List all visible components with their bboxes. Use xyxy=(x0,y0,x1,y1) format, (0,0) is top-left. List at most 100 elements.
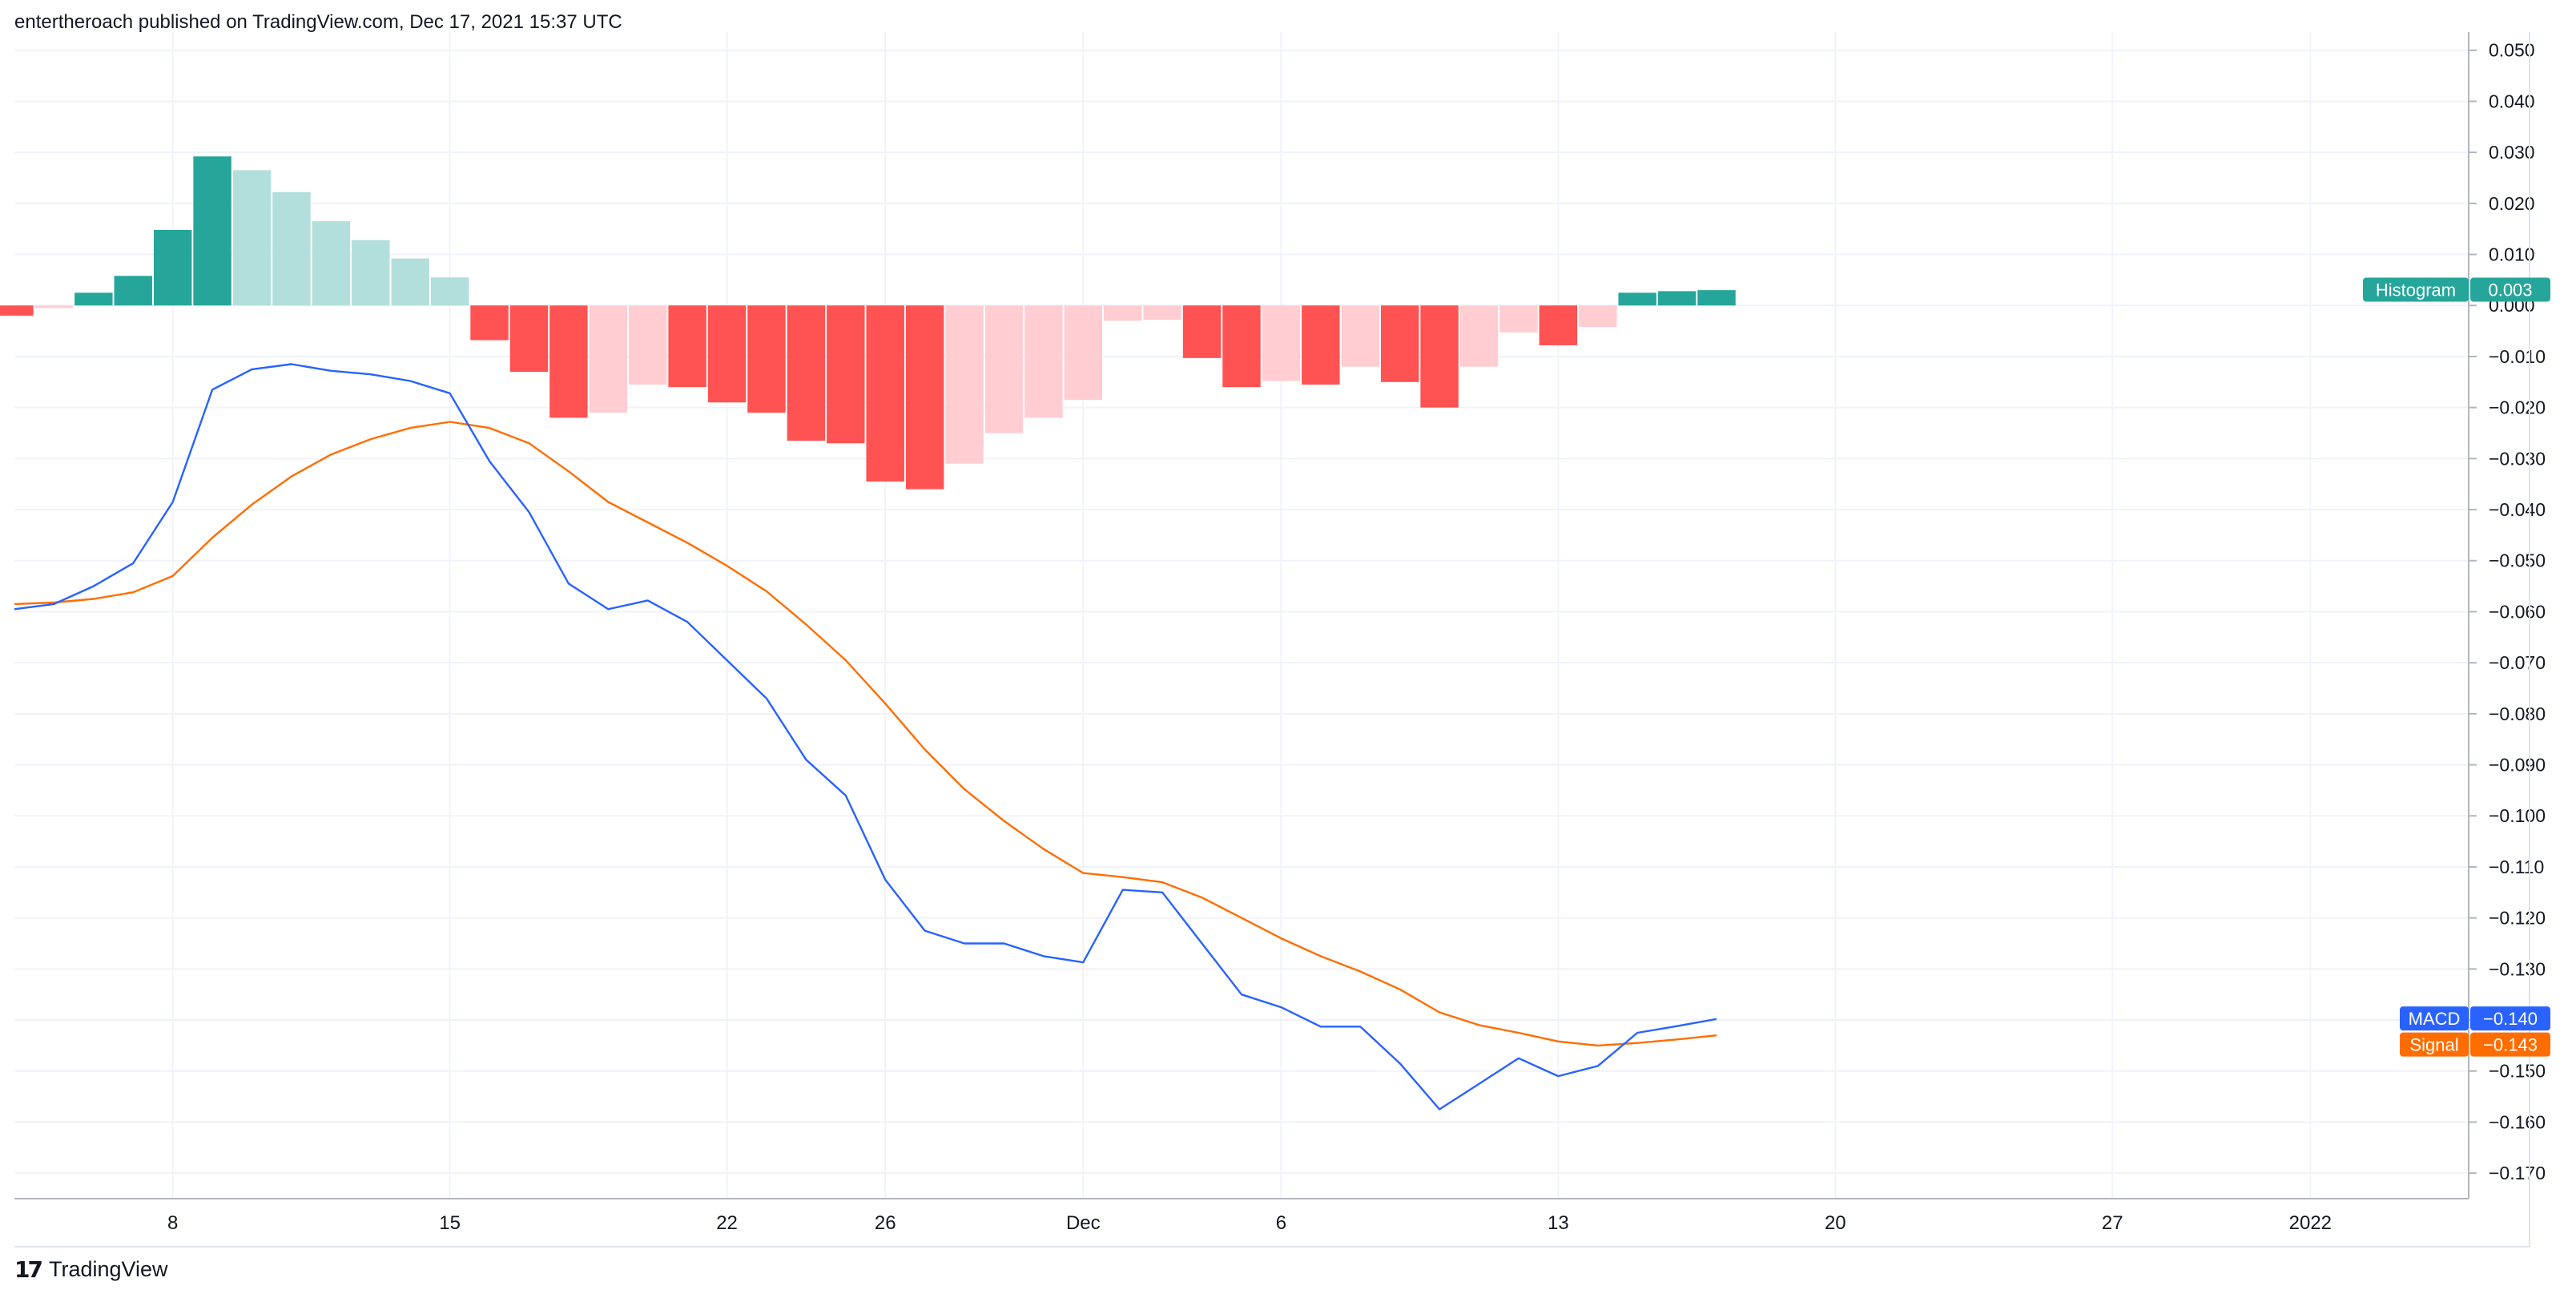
histogram-bar xyxy=(1143,305,1181,320)
histogram-bar xyxy=(1341,305,1379,367)
macd-line xyxy=(14,363,1717,1111)
y-tick-label: −0.130 xyxy=(2489,958,2546,979)
histogram-bar xyxy=(984,305,1024,433)
histogram-bar xyxy=(1579,305,1617,327)
histogram-value-box xyxy=(2470,277,2550,302)
signal-value-label: −0.143 xyxy=(2483,1035,2538,1055)
histogram-bar xyxy=(549,305,588,418)
x-tick-label: 15 xyxy=(439,1212,461,1234)
histogram-bar xyxy=(1302,305,1340,385)
histogram-bar xyxy=(352,240,390,306)
histogram-bar xyxy=(827,305,865,444)
histogram-bar xyxy=(787,305,826,441)
y-tick-label: −0.100 xyxy=(2489,805,2546,826)
macd-last-value-tag: MACD −0.140 xyxy=(2400,1006,2550,1031)
histogram-bar xyxy=(1420,305,1459,408)
signal-name-box xyxy=(2400,1032,2469,1057)
histogram-bar xyxy=(1064,305,1103,401)
y-tick-label: −0.090 xyxy=(2489,755,2546,776)
y-tick-label: −0.160 xyxy=(2489,1111,2546,1132)
histogram-bar xyxy=(1380,305,1419,382)
y-tick-label: −0.030 xyxy=(2489,448,2546,469)
x-tick-label: 20 xyxy=(1825,1212,1846,1234)
histogram-bar xyxy=(628,305,667,385)
x-tick-label: 27 xyxy=(2102,1212,2123,1234)
histogram-bar xyxy=(945,305,984,464)
histogram-bar xyxy=(391,258,429,306)
publish-info: entertheroach published on TradingView.c… xyxy=(14,11,622,33)
histogram-bar xyxy=(232,170,272,306)
footer-branding[interactable]: 17 TradingView xyxy=(14,1256,168,1283)
histogram-value-label: 0.003 xyxy=(2488,280,2532,300)
y-tick-label: 0.030 xyxy=(2489,142,2535,163)
y-tick-label: −0.110 xyxy=(2489,857,2544,877)
histogram-bar xyxy=(312,221,351,306)
y-tick-label: −0.120 xyxy=(2489,908,2546,929)
y-tick-label: −0.040 xyxy=(2489,499,2546,520)
histogram-bar xyxy=(272,191,311,306)
indicator-lines xyxy=(14,363,1717,1111)
histogram-bar xyxy=(114,276,152,306)
histogram-bar xyxy=(1697,290,1736,306)
y-tick-label: −0.020 xyxy=(2489,397,2546,418)
y-tick-label: 0.010 xyxy=(2489,244,2535,265)
x-tick-label: 22 xyxy=(716,1212,738,1234)
histogram-bar xyxy=(74,292,113,306)
y-tick-label: 0.040 xyxy=(2489,91,2535,111)
x-tick-label: Dec xyxy=(1066,1212,1101,1234)
tradingview-logo-icon: 17 xyxy=(14,1256,43,1283)
histogram-bar xyxy=(1657,291,1697,306)
macd-name-box xyxy=(2400,1006,2469,1031)
x-tick-label: 26 xyxy=(875,1212,896,1234)
y-tick-label: −0.170 xyxy=(2489,1163,2546,1183)
x-tick-label: 6 xyxy=(1276,1212,1286,1234)
x-tick-label: 8 xyxy=(167,1212,178,1234)
histogram-bar xyxy=(747,305,786,413)
histogram-last-value-tag: Histogram 0.003 xyxy=(2363,277,2550,302)
histogram-bar xyxy=(668,305,706,388)
histogram-bar xyxy=(430,277,469,306)
macd-name-label: MACD xyxy=(2409,1009,2461,1029)
histogram-bar xyxy=(1024,305,1063,418)
histogram-bars xyxy=(0,156,1736,490)
y-tick-label: −0.050 xyxy=(2489,550,2546,571)
y-tick-label: 0.020 xyxy=(2489,193,2535,214)
signal-value-box xyxy=(2470,1032,2550,1057)
last-value-labels: Histogram 0.003 MACD −0.140 Signal −0.143 xyxy=(2363,277,2550,1057)
histogram-bar xyxy=(589,305,628,413)
histogram-bar xyxy=(1104,305,1142,321)
y-tick-label: −0.070 xyxy=(2489,652,2546,673)
signal-last-value-tag: Signal −0.143 xyxy=(2400,1032,2550,1057)
histogram-name-label: Histogram xyxy=(2376,280,2456,300)
histogram-bar xyxy=(1459,305,1499,367)
histogram-bar xyxy=(866,305,904,482)
histogram-name-box xyxy=(2363,277,2469,302)
macd-chart[interactable]: 0.0500.0400.0300.0200.0100.000−0.010−0.0… xyxy=(0,0,2576,1250)
y-tick-label: −0.010 xyxy=(2489,346,2546,367)
histogram-bar xyxy=(1499,305,1538,333)
histogram-bar xyxy=(1262,305,1301,381)
histogram-bar xyxy=(1539,305,1578,345)
y-tick-label: −0.060 xyxy=(2489,601,2546,622)
macd-value-box xyxy=(2470,1006,2550,1031)
macd-value-label: −0.140 xyxy=(2483,1009,2538,1029)
histogram-bar xyxy=(509,305,549,373)
histogram-bar xyxy=(193,156,231,306)
axes: 0.0500.0400.0300.0200.0100.000−0.010−0.0… xyxy=(14,32,2546,1248)
y-tick-label: −0.080 xyxy=(2489,703,2546,724)
histogram-bar xyxy=(905,305,944,490)
histogram-bar xyxy=(1618,292,1656,306)
signal-name-label: Signal xyxy=(2409,1035,2458,1055)
signal-line xyxy=(14,421,1717,1047)
histogram-bar xyxy=(470,305,509,341)
footer-logo-text: TradingView xyxy=(48,1257,168,1281)
x-tick-label: 2022 xyxy=(2289,1212,2332,1234)
histogram-bar xyxy=(153,229,192,306)
x-tick-label: 13 xyxy=(1548,1212,1569,1234)
histogram-bar xyxy=(0,305,34,316)
histogram-bar xyxy=(1182,305,1222,358)
grid xyxy=(14,32,2469,1199)
histogram-bar xyxy=(34,305,74,308)
histogram-bar xyxy=(707,305,747,403)
histogram-bar xyxy=(1222,305,1261,388)
